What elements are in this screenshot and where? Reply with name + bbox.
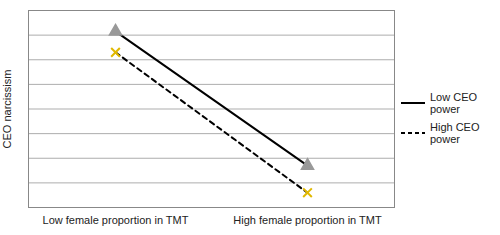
html-text:Low CEO power: Low CEO power	[430, 90, 478, 115]
html-text:High CEO power: High CEO power	[430, 120, 480, 145]
svg-text:Low female proportion in TMT: Low female proportion in TMT	[43, 214, 189, 226]
svg-text:High female proportion in TMT: High female proportion in TMT	[233, 214, 382, 226]
svg-text:CEO narcissism: CEO narcissism	[1, 70, 13, 149]
